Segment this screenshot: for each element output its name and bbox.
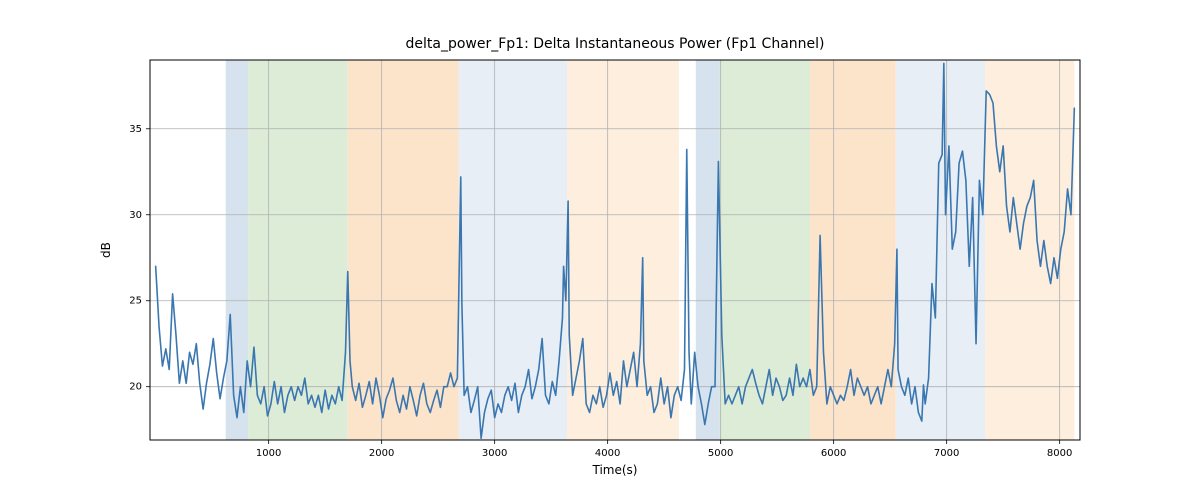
x-tick-label: 5000	[708, 448, 733, 459]
x-tick-label: 1000	[256, 448, 281, 459]
y-tick-label: 20	[129, 382, 142, 393]
chart-svg: delta_power_Fp1: Delta Instantaneous Pow…	[0, 0, 1200, 500]
x-tick-label: 2000	[369, 448, 394, 459]
chart-container: delta_power_Fp1: Delta Instantaneous Pow…	[0, 0, 1200, 500]
x-tick-label: 4000	[595, 448, 620, 459]
band-region	[720, 60, 810, 440]
y-tick-label: 25	[129, 296, 142, 307]
band-region	[248, 60, 347, 440]
y-axis-label: dB	[99, 242, 113, 258]
y-tick-label: 30	[129, 210, 142, 221]
band-region	[696, 60, 720, 440]
band-region	[226, 60, 249, 440]
x-tick-labels: 1000 2000 3000 4000 5000 6000 7000 8000	[256, 440, 1072, 459]
y-tick-labels: 20 25 30 35	[129, 124, 150, 393]
x-axis-label: Time(s)	[592, 463, 638, 477]
chart-title: delta_power_Fp1: Delta Instantaneous Pow…	[406, 36, 825, 52]
band-region	[458, 60, 566, 440]
x-tick-label: 7000	[934, 448, 959, 459]
x-tick-label: 6000	[821, 448, 846, 459]
band-region	[348, 60, 459, 440]
x-tick-label: 3000	[482, 448, 507, 459]
x-tick-label: 8000	[1047, 448, 1072, 459]
y-tick-label: 35	[129, 124, 142, 135]
